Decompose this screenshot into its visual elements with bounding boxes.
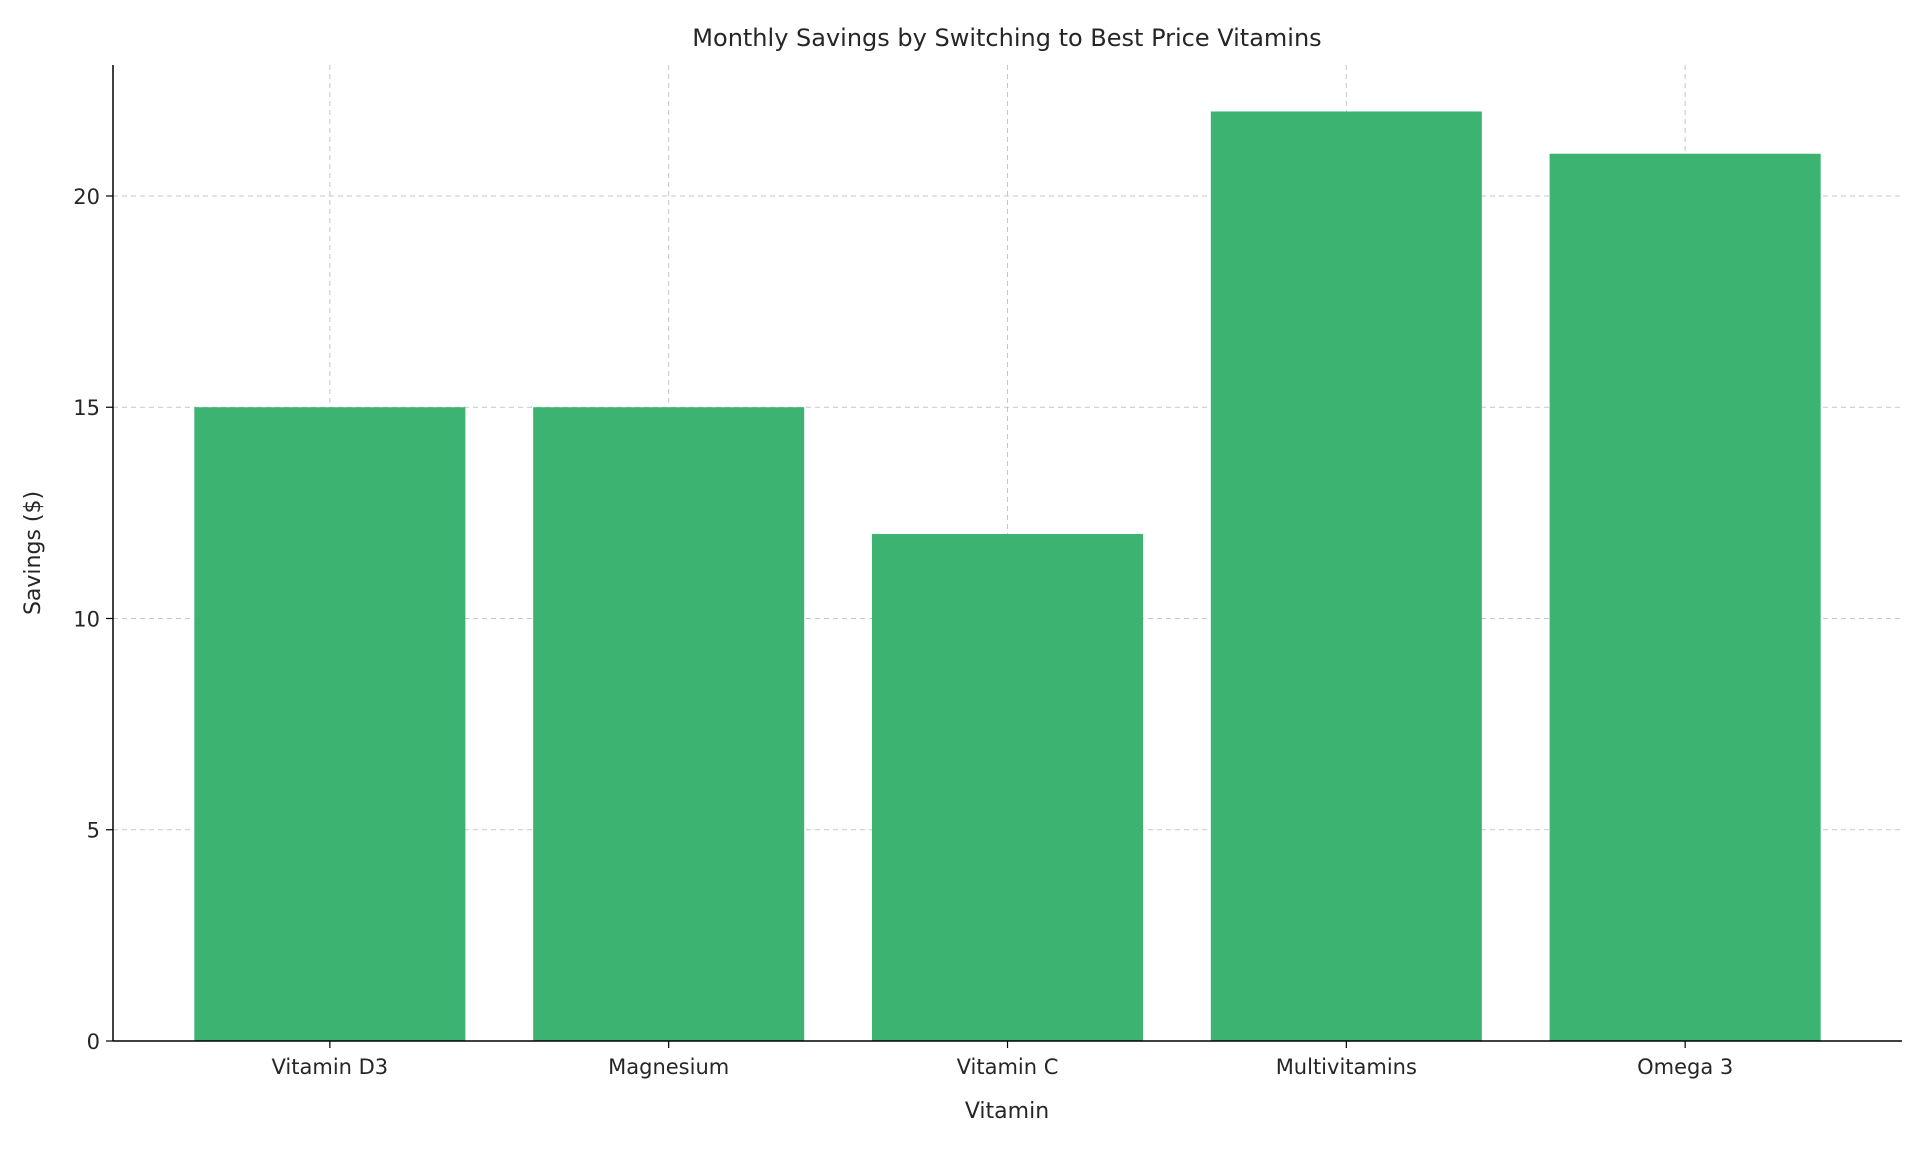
bar-magnesium bbox=[533, 407, 805, 1041]
y-tick-label: 20 bbox=[73, 185, 100, 209]
x-tick-label: Vitamin C bbox=[957, 1055, 1059, 1079]
y-tick-label: 15 bbox=[73, 396, 100, 420]
y-tick-label: 5 bbox=[87, 819, 100, 843]
x-axis-label: Vitamin bbox=[965, 1099, 1049, 1124]
bar-omega-3 bbox=[1549, 153, 1821, 1041]
axes: Vitamin D3 Magnesium Vitamin C Multivitamin… bbox=[73, 65, 1902, 1079]
bar-vitamin-c bbox=[871, 533, 1144, 1041]
bar-vitamin-d3 bbox=[194, 407, 466, 1041]
bars bbox=[194, 111, 1821, 1041]
y-tick-label: 10 bbox=[73, 607, 100, 631]
bar-multivitamins bbox=[1210, 111, 1482, 1041]
chart-title: Monthly Savings by Switching to Best Pri… bbox=[692, 24, 1321, 52]
x-tick-label: Vitamin D3 bbox=[272, 1055, 389, 1079]
x-tick-label: Magnesium bbox=[608, 1055, 729, 1079]
y-tick-label: 0 bbox=[87, 1030, 100, 1054]
x-tick-label: Multivitamins bbox=[1276, 1055, 1417, 1079]
x-tick-label: Omega 3 bbox=[1637, 1055, 1733, 1079]
y-axis-label: Savings ($) bbox=[21, 491, 46, 615]
